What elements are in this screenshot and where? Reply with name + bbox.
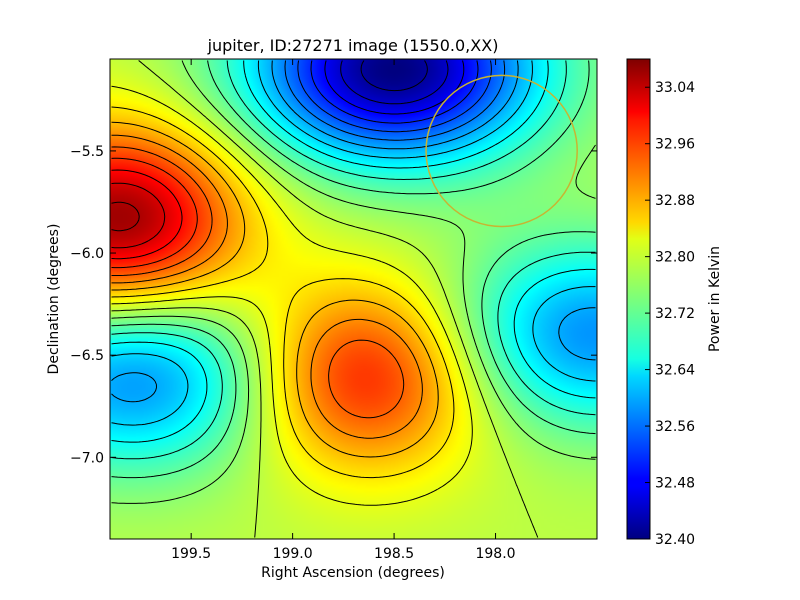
contour-line xyxy=(111,60,596,460)
contour-line xyxy=(310,60,479,124)
contour-line xyxy=(111,85,473,506)
contour-line xyxy=(111,60,596,443)
region-circle xyxy=(425,74,578,228)
x-tick-label: 199.5 xyxy=(171,546,211,562)
contour-line xyxy=(111,134,423,439)
colorbar-tick-label: 33.04 xyxy=(655,80,695,96)
x-tick-label: 198.5 xyxy=(374,546,414,562)
colorbar-tick-label: 32.80 xyxy=(655,250,695,266)
y-axis-label: Declination (degrees) xyxy=(46,224,62,375)
plot-area xyxy=(109,58,598,540)
colorbar-tick-label: 32.40 xyxy=(655,532,695,548)
chart-title: jupiter, ID:27271 image (1550.0,XX) xyxy=(207,36,499,55)
colorbar-tick-label: 32.56 xyxy=(655,419,695,435)
colorbar-tick-label: 32.88 xyxy=(655,193,695,209)
contour-line xyxy=(111,121,439,458)
heatmap-image xyxy=(110,59,597,539)
y-tick-label: −7.0 xyxy=(70,450,104,466)
colorbar-tick-label: 32.64 xyxy=(655,363,695,379)
colorbar-tick-label: 32.96 xyxy=(655,137,695,153)
contour-line xyxy=(360,60,428,92)
y-tick-label: −5.5 xyxy=(70,144,104,160)
x-tick-label: 199.0 xyxy=(273,546,313,562)
contour-line xyxy=(111,106,455,479)
contour-line xyxy=(111,60,596,403)
x-tick-label: 198.0 xyxy=(475,546,515,562)
colorbar-ticks: 33.04 32.96 32.88 32.80 32.72 32.64 32.56 32.48… xyxy=(645,80,695,548)
contour-line xyxy=(111,60,596,504)
x-axis-label: Right Ascension (degrees) xyxy=(261,565,445,581)
colorbar-tick-label: 32.48 xyxy=(655,476,695,492)
colorbar-tick-label: 32.72 xyxy=(655,306,695,322)
y-axis: −5.5 −6.0 −6.5 −7.0 xyxy=(70,144,597,466)
contour-line xyxy=(111,182,166,249)
x-axis: 199.5 199.0 198.5 198.0 xyxy=(171,59,516,562)
colorbar: 33.04 32.96 32.88 32.80 32.72 32.64 32.56 32.48… xyxy=(626,58,723,548)
contour-line xyxy=(340,60,449,105)
y-tick-label: −6.5 xyxy=(70,348,104,364)
colorbar-gradient xyxy=(626,58,651,540)
contour-line xyxy=(111,60,596,426)
colorbar-label: Power in Kelvin xyxy=(707,246,723,352)
y-tick-label: −6.0 xyxy=(70,246,104,262)
contour-lines xyxy=(111,60,596,538)
contour-line xyxy=(111,60,596,479)
contour-line xyxy=(297,60,492,133)
contour-line xyxy=(284,60,506,141)
contour-line xyxy=(111,157,198,269)
contour-line xyxy=(111,201,140,232)
contour-line xyxy=(111,169,183,260)
plot-frame xyxy=(109,58,598,540)
contour-line xyxy=(111,146,405,419)
contour-line xyxy=(111,60,539,538)
